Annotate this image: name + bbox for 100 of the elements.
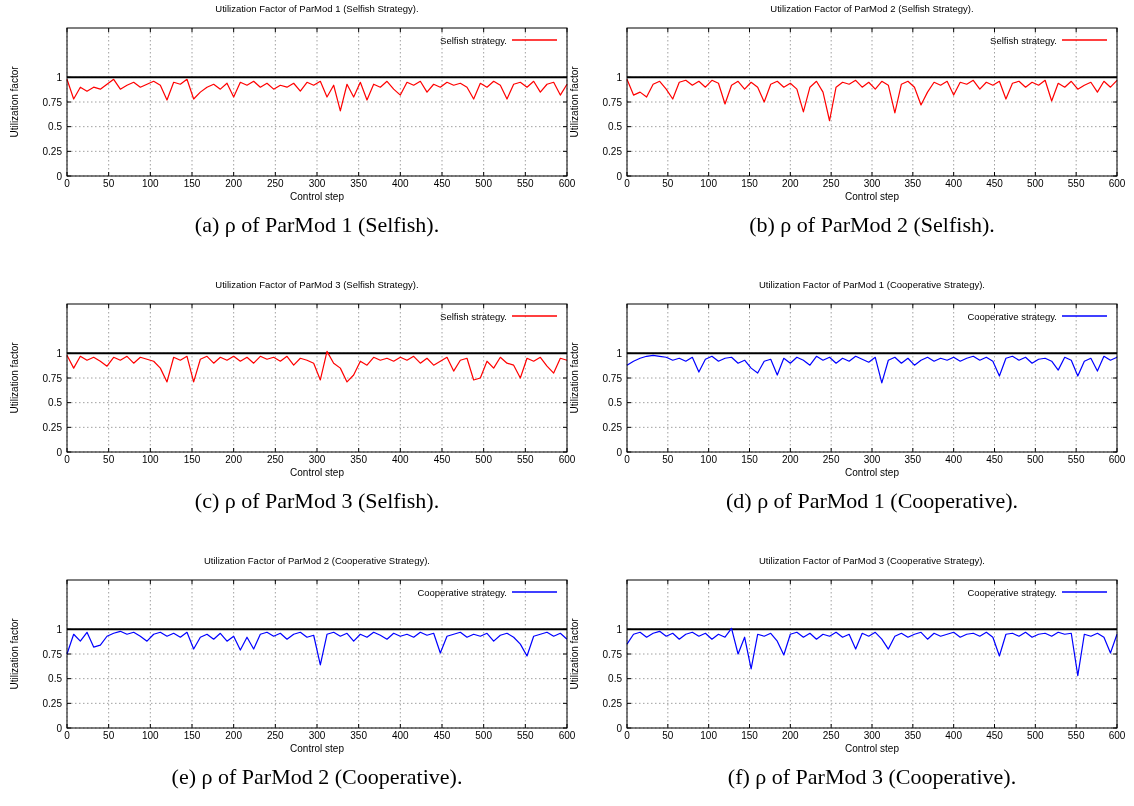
x-tick-label: 450 — [986, 178, 1004, 189]
x-tick-label: 550 — [516, 178, 535, 189]
legend-label: Cooperative strategy. — [967, 586, 1057, 598]
text: (f) ρ of ParMod 3 (Cooperative). — [727, 764, 1017, 789]
x-tick-label: 500 — [475, 178, 493, 189]
x-tick-label: 450 — [433, 178, 451, 189]
y-tick-label: 1 — [616, 347, 623, 359]
x-tick-label: 300 — [863, 178, 881, 189]
x-tick-label: 50 — [662, 454, 674, 465]
x-tick-label: 500 — [475, 730, 493, 741]
line-series — [66, 350, 568, 383]
legend-label: Selfish strategy. — [440, 34, 507, 46]
x-tick-label: 50 — [662, 178, 674, 189]
x-tick-label: 600 — [558, 178, 576, 189]
chart-title: Utilization Factor of ParMod 2 (Selfish Strategy). — [770, 3, 974, 14]
x-tick-label: 500 — [1026, 730, 1045, 741]
x-tick-label: 300 — [863, 730, 881, 741]
x-axis-title: Control step — [290, 191, 345, 202]
x-tick-label: 250 — [822, 730, 840, 741]
x-tick-label: 550 — [1067, 454, 1085, 465]
legend-label: Cooperative strategy. — [967, 310, 1057, 322]
x-tick-label: 450 — [986, 730, 1004, 741]
text: (d) ρ of ParMod 1 (Cooperative). — [725, 488, 1019, 513]
x-axis-title: Control step — [845, 467, 900, 478]
x-tick-label: 150 — [183, 178, 201, 189]
x-tick-label: 50 — [662, 730, 674, 741]
x-tick-label: 300 — [308, 730, 326, 741]
y-axis-title: Utilization factor — [9, 617, 20, 690]
x-tick-label: 100 — [141, 178, 160, 189]
line-series — [66, 78, 568, 112]
x-tick-label: 400 — [945, 178, 963, 189]
x-tick-label: 200 — [225, 454, 243, 465]
x-tick-label: 250 — [266, 730, 285, 741]
y-tick-label: 0.25 — [42, 145, 63, 157]
y-tick-label: 0.75 — [602, 96, 623, 108]
line-series — [626, 78, 1118, 122]
x-tick-label: 400 — [391, 178, 410, 189]
chart-title: Utilization Factor of ParMod 3 (Cooperative Strategy). — [759, 555, 985, 566]
text: (a) ρ of ParMod 1 (Selfish). — [194, 212, 440, 237]
y-tick-label: 0.25 — [602, 421, 623, 433]
legend-label: Cooperative strategy. — [417, 586, 507, 598]
chart-title: Utilization Factor of ParMod 1 (Selfish Strategy). — [215, 3, 419, 14]
x-tick-label: 0 — [624, 730, 631, 741]
x-tick-label: 550 — [1067, 178, 1085, 189]
y-tick-label: 0.25 — [42, 421, 63, 433]
x-tick-label: 0 — [624, 178, 631, 189]
line-series — [626, 627, 1118, 677]
x-tick-label: 500 — [1026, 454, 1045, 465]
x-tick-label: 350 — [350, 454, 368, 465]
x-tick-label: 50 — [103, 454, 115, 465]
x-tick-label: 150 — [741, 454, 759, 465]
x-tick-label: 100 — [700, 178, 718, 189]
x-tick-label: 450 — [986, 454, 1004, 465]
x-tick-label: 400 — [391, 730, 410, 741]
x-tick-label: 500 — [475, 454, 493, 465]
y-tick-label: 0.5 — [608, 397, 623, 409]
x-tick-label: 0 — [624, 454, 631, 465]
y-axis-title: Utilization factor — [9, 341, 20, 414]
x-tick-label: 300 — [863, 454, 881, 465]
x-tick-label: 100 — [700, 454, 718, 465]
x-tick-label: 550 — [1067, 730, 1085, 741]
text: (c) ρ of ParMod 3 (Selfish). — [194, 488, 440, 513]
x-tick-label: 100 — [141, 454, 160, 465]
x-tick-label: 550 — [516, 730, 535, 741]
y-tick-label: 1 — [616, 71, 623, 83]
y-tick-label: 0.5 — [48, 673, 63, 685]
y-tick-label: 0.75 — [42, 372, 63, 384]
y-tick-label: 0.25 — [42, 697, 63, 709]
y-axis-title: Utilization factor — [9, 65, 20, 138]
x-tick-label: 300 — [308, 178, 326, 189]
x-tick-label: 550 — [516, 454, 535, 465]
x-tick-label: 600 — [558, 454, 576, 465]
y-tick-label: 1 — [56, 71, 63, 83]
y-tick-label: 0.75 — [42, 648, 63, 660]
x-tick-label: 600 — [1108, 730, 1126, 741]
legend-label: Selfish strategy. — [440, 310, 507, 322]
x-tick-label: 150 — [741, 178, 759, 189]
y-tick-label: 0.5 — [48, 121, 63, 133]
x-tick-label: 250 — [822, 178, 840, 189]
y-axis-title: Utilization factor — [569, 341, 580, 414]
y-tick-label: 0.5 — [608, 121, 623, 133]
x-tick-label: 200 — [781, 178, 800, 189]
x-tick-label: 350 — [904, 730, 922, 741]
y-tick-label: 1 — [56, 347, 63, 359]
x-tick-label: 450 — [433, 454, 451, 465]
x-tick-label: 50 — [103, 730, 115, 741]
x-tick-label: 150 — [183, 454, 201, 465]
x-axis-title: Control step — [845, 743, 900, 754]
x-tick-label: 0 — [64, 178, 71, 189]
text: (e) ρ of ParMod 2 (Cooperative). — [171, 764, 463, 789]
x-tick-label: 400 — [945, 730, 963, 741]
chart-title: Utilization Factor of ParMod 1 (Cooperative Strategy). — [759, 279, 985, 290]
y-tick-label: 1 — [616, 623, 623, 635]
x-tick-label: 500 — [1026, 178, 1045, 189]
y-tick-label: 0.5 — [608, 673, 623, 685]
x-axis-title: Control step — [290, 743, 345, 754]
x-tick-label: 600 — [1108, 178, 1126, 189]
x-tick-label: 300 — [308, 454, 326, 465]
y-tick-label: 0.25 — [602, 145, 623, 157]
x-tick-label: 400 — [391, 454, 410, 465]
